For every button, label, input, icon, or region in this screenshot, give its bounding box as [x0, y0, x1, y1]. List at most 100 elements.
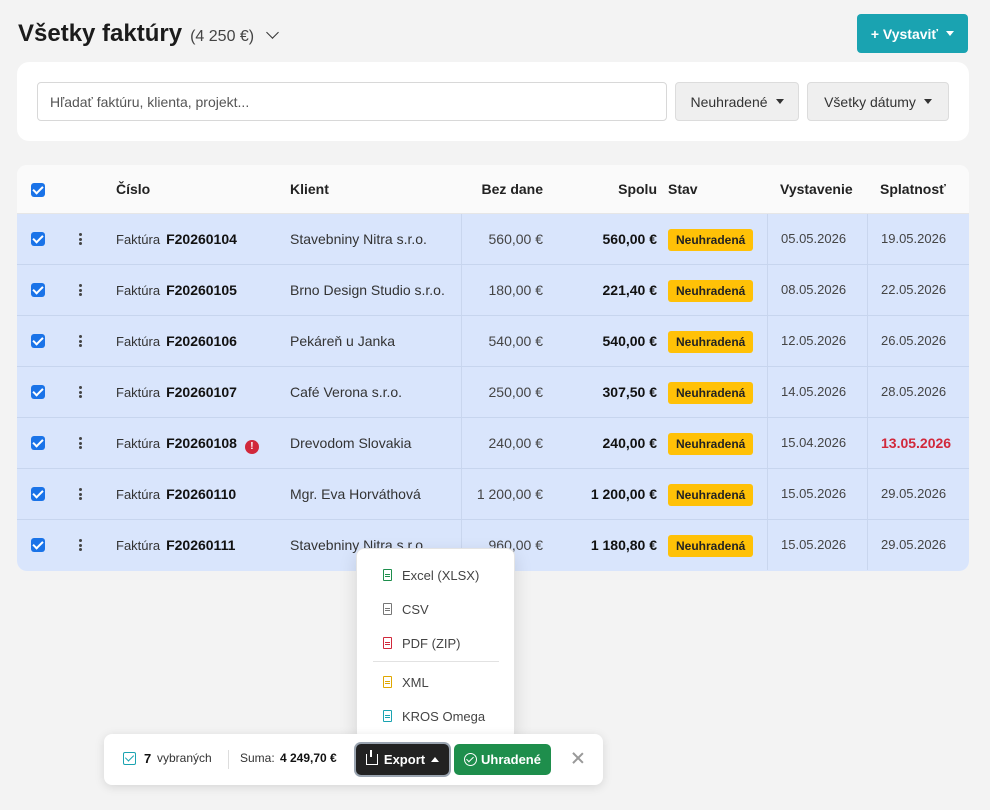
row-menu-icon[interactable]: [79, 233, 82, 245]
net-amount: 1 200,00 €: [461, 469, 561, 519]
status-cell: Neuhradená: [668, 469, 754, 519]
close-icon[interactable]: [571, 751, 585, 765]
status-badge: Neuhradená: [668, 331, 754, 353]
export-option-label: PDF (ZIP): [402, 635, 461, 651]
net-amount: 540,00 €: [461, 316, 561, 366]
invoice-number-cell[interactable]: Faktúra F20260107: [116, 367, 237, 417]
row-checkbox[interactable]: [31, 538, 45, 552]
row-checkbox[interactable]: [31, 436, 45, 450]
status-filter-select[interactable]: Neuhradené: [675, 82, 799, 121]
table-row[interactable]: Faktúra F20260105 Brno Design Studio s.r.…: [17, 265, 969, 316]
mark-paid-button[interactable]: Uhradené: [454, 744, 551, 775]
invoice-number-cell[interactable]: Faktúra F20260106: [116, 316, 237, 366]
filter-bar: Neuhradené Všetky dátumy: [17, 62, 969, 141]
page-title-total: (4 250 €): [190, 28, 255, 45]
export-option-kros[interactable]: KROS Omega: [357, 699, 514, 733]
search-input[interactable]: [37, 82, 667, 121]
row-checkbox[interactable]: [31, 232, 45, 246]
page-header: Všetky faktúry (4 250 €) + Vystaviť: [18, 14, 968, 54]
document-type: Faktúra: [116, 232, 161, 247]
row-checkbox[interactable]: [31, 334, 45, 348]
row-menu-icon[interactable]: [79, 539, 82, 551]
invoice-table: Číslo Klient Bez dane Spolu Stav Vystave…: [17, 165, 969, 571]
row-menu-icon[interactable]: [79, 437, 82, 449]
document-type: Faktúra: [116, 436, 161, 451]
row-menu-icon[interactable]: [79, 335, 82, 347]
row-menu-icon[interactable]: [79, 284, 82, 296]
due-date-overdue: 13.05.2026: [867, 418, 969, 468]
document-type: Faktúra: [116, 334, 161, 349]
row-checkbox[interactable]: [31, 487, 45, 501]
client-name: Café Verona s.r.o.: [290, 384, 403, 400]
issue-date: 14.05.2026: [767, 367, 867, 417]
overdue-warning-icon: !: [244, 440, 259, 454]
due-date: 29.05.2026: [867, 520, 969, 570]
status-cell: Neuhradená: [668, 520, 754, 570]
due-date: 28.05.2026: [867, 367, 969, 417]
invoice-number[interactable]: F20260108: [166, 435, 237, 451]
invoice-number[interactable]: F20260107: [166, 384, 237, 400]
invoice-number[interactable]: F20260110: [166, 486, 237, 502]
issue-date: 15.05.2026: [767, 520, 867, 570]
column-header-number[interactable]: Číslo: [116, 181, 151, 197]
check-circle-icon: [464, 753, 478, 766]
invoice-number-cell[interactable]: Faktúra F20260111: [116, 520, 235, 570]
column-header-issued[interactable]: Vystavenie: [780, 181, 853, 197]
client-name: Stavebniny Nitra s.r.o.: [290, 231, 427, 247]
caret-down-icon: [946, 31, 955, 36]
select-all-checkbox[interactable]: [31, 183, 45, 197]
export-option-pdf[interactable]: PDF (ZIP): [357, 626, 514, 660]
invoice-number-cell[interactable]: Faktúra F20260104: [116, 214, 237, 264]
status-cell: Neuhradená: [668, 316, 754, 366]
table-row[interactable]: Faktúra F20260108! Drevodom Slovakia 240,…: [17, 418, 969, 469]
issue-invoice-button[interactable]: + Vystaviť: [857, 14, 968, 53]
export-option-xml[interactable]: XML: [357, 665, 514, 699]
table-row[interactable]: Faktúra F20260107 Café Verona s.r.o. 250,…: [17, 367, 969, 418]
document-type: Faktúra: [116, 538, 161, 553]
invoice-number[interactable]: F20260105: [166, 282, 237, 298]
pdf-file-icon: [383, 637, 392, 649]
status-badge: Neuhradená: [668, 535, 754, 557]
issue-date: 15.04.2026: [767, 418, 867, 468]
row-menu-icon[interactable]: [79, 488, 82, 500]
export-button[interactable]: Export: [356, 744, 449, 775]
export-option-excel[interactable]: Excel (XLSX): [357, 558, 514, 592]
mark-paid-label: Uhradené: [481, 752, 541, 767]
xml-file-icon: [383, 676, 392, 688]
issue-date: 12.05.2026: [767, 316, 867, 366]
invoice-number-cell[interactable]: Faktúra F20260108!: [116, 418, 259, 468]
table-row[interactable]: Faktúra F20260110 Mgr. Eva Horváthová 1 2…: [17, 469, 969, 520]
client-name: Mgr. Eva Horváthová: [290, 486, 421, 502]
total-amount: 560,00 €: [602, 231, 658, 247]
invoice-number[interactable]: F20260111: [166, 537, 236, 553]
status-badge: Neuhradená: [668, 484, 754, 506]
column-header-due[interactable]: Splatnosť: [880, 181, 946, 197]
export-dropdown-menu: Excel (XLSX) CSV PDF (ZIP) XML KROS Omeg…: [356, 548, 515, 741]
table-row[interactable]: Faktúra F20260111 Stavebniny Nitra s.r.o.…: [17, 520, 969, 571]
due-date: 19.05.2026: [867, 214, 969, 264]
kros-file-icon: [383, 710, 392, 722]
column-header-net[interactable]: Bez dane: [481, 181, 543, 197]
row-checkbox[interactable]: [31, 385, 45, 399]
date-filter-select[interactable]: Všetky dátumy: [807, 82, 949, 121]
column-header-client[interactable]: Klient: [290, 181, 329, 197]
total-amount: 1 200,00 €: [590, 486, 657, 502]
chevron-down-icon[interactable]: [266, 26, 280, 39]
row-menu-icon[interactable]: [79, 386, 82, 398]
client-name: Drevodom Slovakia: [290, 435, 412, 451]
export-option-csv[interactable]: CSV: [357, 592, 514, 626]
invoice-number-cell[interactable]: Faktúra F20260105: [116, 265, 237, 315]
invoice-number[interactable]: F20260106: [166, 333, 237, 349]
invoice-number[interactable]: F20260104: [166, 231, 237, 247]
column-header-total[interactable]: Spolu: [618, 181, 657, 197]
table-row[interactable]: Faktúra F20260104 Stavebniny Nitra s.r.o.…: [17, 214, 969, 265]
divider: [228, 750, 229, 769]
invoice-number-cell[interactable]: Faktúra F20260110: [116, 469, 236, 519]
document-type: Faktúra: [116, 283, 161, 298]
column-header-status[interactable]: Stav: [668, 181, 698, 197]
due-date: 29.05.2026: [867, 469, 969, 519]
row-checkbox[interactable]: [31, 283, 45, 297]
issue-date: 15.05.2026: [767, 469, 867, 519]
issue-date: 05.05.2026: [767, 214, 867, 264]
table-row[interactable]: Faktúra F20260106 Pekáreň u Janka 540,00 …: [17, 316, 969, 367]
